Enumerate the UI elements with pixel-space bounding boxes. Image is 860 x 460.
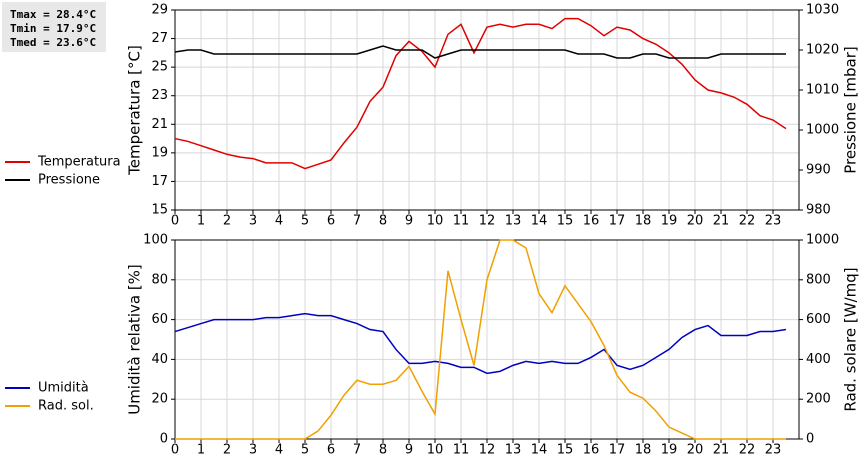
legend-label: Rad. sol. [38,399,94,414]
series-line [174,312,787,375]
x-tick-label: 4 [275,214,283,229]
x-tick-label: 10 [427,214,444,229]
stat-tmax: Tmax = 28.4°C [10,8,96,21]
legend-label: Umidità [38,381,89,396]
y-tick-label: 80 [151,272,168,287]
x-tick-label: 1 [197,443,205,458]
y-tick-label: 27 [151,31,168,46]
x-tick-label: 20 [687,443,704,458]
x-tick-label: 13 [505,214,522,229]
y-tick-label: 0 [160,432,168,447]
stat-tmed: Tmed = 23.6°C [10,36,96,49]
y2-tick-label: 400 [806,352,831,367]
x-tick-label: 5 [301,214,309,229]
legend-label: Temperatura [37,155,121,170]
y-tick-label: 20 [151,392,168,407]
x-tick-label: 6 [327,214,335,229]
y2-tick-label: 990 [806,163,831,178]
y2-axis-label: Rad. solare [W/mq] [842,267,860,411]
x-tick-label: 18 [635,443,652,458]
y-tick-label: 17 [151,174,168,189]
y-tick-label: 19 [151,145,168,160]
y-tick-label: 21 [151,117,168,132]
x-tick-label: 2 [223,214,231,229]
x-tick-label: 2 [223,443,231,458]
x-tick-label: 16 [583,443,600,458]
x-tick-label: 7 [353,443,361,458]
plot-frame [174,239,800,440]
x-tick-label: 0 [171,214,179,229]
x-tick-label: 15 [557,214,574,229]
y2-tick-label: 1000 [806,233,839,248]
x-tick-label: 3 [249,443,257,458]
x-tick-label: 10 [427,443,444,458]
x-tick-label: 22 [739,443,756,458]
y2-tick-label: 1010 [806,83,839,98]
y2-tick-label: 1020 [806,43,839,58]
x-tick-label: 11 [453,214,470,229]
y-axis-label: Temperatura [°C] [126,45,144,176]
x-tick-label: 23 [765,214,782,229]
stats-box [2,2,106,52]
x-tick-label: 22 [739,214,756,229]
stat-tmin: Tmin = 17.9°C [10,22,96,35]
x-tick-label: 17 [609,443,626,458]
legend-label: Pressione [38,173,100,188]
x-tick-label: 19 [661,214,678,229]
x-tick-label: 18 [635,214,652,229]
y-tick-label: 40 [151,352,168,367]
y2-tick-label: 800 [806,272,831,287]
y2-axis-label: Pressione [mbar] [842,46,860,174]
series-line [175,239,786,440]
x-tick-label: 23 [765,443,782,458]
x-tick-label: 11 [453,443,470,458]
x-tick-label: 8 [379,443,387,458]
x-tick-label: 19 [661,443,678,458]
y-tick-label: 29 [151,3,168,18]
y2-tick-label: 1000 [806,123,839,138]
y2-tick-label: 980 [806,203,831,218]
x-tick-label: 13 [505,443,522,458]
x-tick-label: 0 [171,443,179,458]
y2-tick-label: 200 [806,392,831,407]
x-tick-label: 15 [557,443,574,458]
x-tick-label: 14 [531,214,548,229]
y-tick-label: 60 [151,312,168,327]
x-tick-label: 8 [379,214,387,229]
y-tick-label: 15 [151,203,168,218]
y-tick-label: 23 [151,88,168,103]
x-tick-label: 12 [479,443,496,458]
y2-tick-label: 1030 [806,3,839,18]
x-tick-label: 9 [405,443,413,458]
x-tick-label: 4 [275,443,283,458]
x-tick-label: 5 [301,443,309,458]
x-tick-label: 21 [713,443,730,458]
x-tick-label: 17 [609,214,626,229]
x-tick-label: 20 [687,214,704,229]
y2-tick-label: 0 [806,432,814,447]
x-tick-label: 12 [479,214,496,229]
x-tick-label: 7 [353,214,361,229]
series-line [174,17,787,170]
y-tick-label: 25 [151,60,168,75]
x-tick-label: 6 [327,443,335,458]
x-tick-label: 16 [583,214,600,229]
y2-tick-label: 600 [806,312,831,327]
x-tick-label: 1 [197,214,205,229]
y-axis-label: Umidità relativa [%] [126,264,144,415]
x-tick-label: 3 [249,214,257,229]
x-tick-label: 21 [713,214,730,229]
x-tick-label: 9 [405,214,413,229]
series-line [174,45,786,59]
plot-frame [174,9,800,211]
x-tick-label: 14 [531,443,548,458]
y-tick-label: 100 [143,233,168,248]
